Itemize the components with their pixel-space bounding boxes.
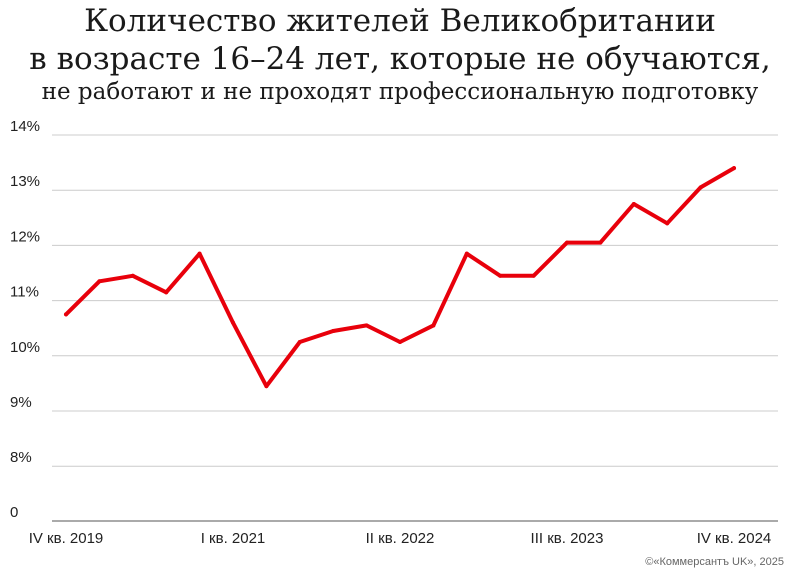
data-point — [364, 323, 369, 328]
data-point — [732, 166, 736, 171]
y-tick-label: 0 — [10, 504, 18, 521]
data-point — [130, 273, 135, 278]
data-point — [565, 240, 569, 245]
y-tick-label: 8% — [10, 449, 32, 466]
data-point — [398, 340, 402, 344]
data-point — [431, 323, 436, 328]
data-point — [64, 312, 68, 317]
x-tick-label: IV кв. 2019 — [29, 530, 104, 547]
y-tick-label: 11% — [10, 284, 39, 301]
data-point — [297, 340, 302, 344]
x-tick-label: IV кв. 2024 — [697, 530, 772, 547]
y-tick-label: 10% — [10, 339, 40, 356]
data-point — [531, 273, 536, 278]
data-point — [331, 328, 336, 333]
data-point — [598, 240, 603, 245]
data-point — [631, 202, 636, 206]
y-tick-label: 9% — [10, 394, 32, 411]
y-tick-label: 12% — [10, 228, 40, 245]
data-point — [197, 251, 202, 256]
x-tick-label: I кв. 2021 — [201, 530, 266, 547]
y-tick-label: 13% — [10, 173, 40, 190]
data-point — [231, 320, 235, 325]
copyright-credit: ©«Коммерсантъ UK», 2025 — [645, 556, 784, 568]
data-point — [264, 384, 269, 389]
series-line — [64, 166, 736, 389]
y-tick-label: 14% — [10, 118, 40, 135]
data-point — [464, 251, 469, 256]
chart-title: Количество жителей Великобритании в возр… — [0, 2, 800, 106]
title-line-2: в возрасте 16–24 лет, которые не обучают… — [29, 41, 771, 77]
title-line-1: Количество жителей Великобритании — [84, 3, 716, 39]
data-point — [97, 279, 102, 284]
data-point — [698, 185, 703, 190]
x-tick-label: III кв. 2023 — [531, 530, 604, 547]
title-line-3: не работают и не проходят профессиональн… — [41, 79, 759, 105]
data-point — [498, 273, 503, 278]
x-tick-label: II кв. 2022 — [366, 530, 435, 547]
data-point — [665, 221, 670, 226]
data-point — [164, 290, 169, 295]
